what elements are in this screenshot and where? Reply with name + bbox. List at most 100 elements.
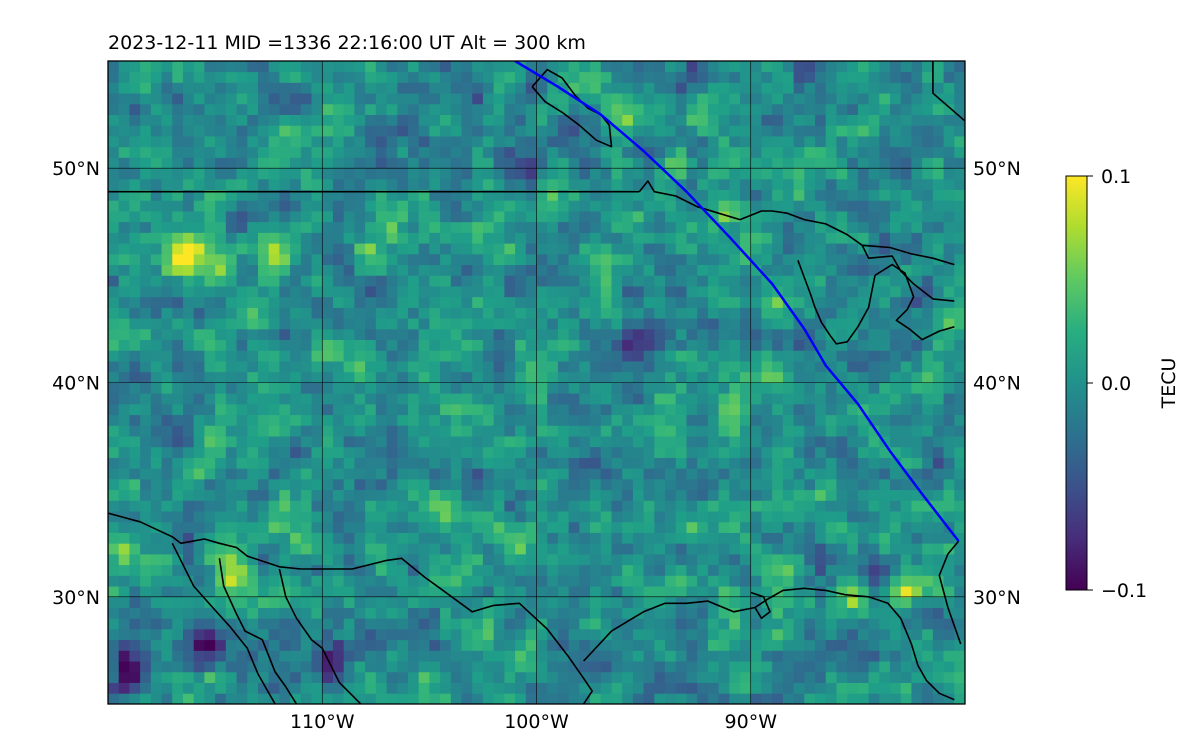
heatmap-cell: [386, 82, 398, 94]
heatmap-cell: [568, 103, 580, 115]
heatmap-cell: [418, 221, 430, 233]
heatmap-cell: [343, 468, 355, 480]
heatmap-cell: [954, 682, 965, 694]
heatmap-cell: [236, 521, 248, 533]
heatmap-cell: [450, 671, 462, 683]
heatmap-cell: [611, 403, 623, 416]
heatmap-cell: [718, 178, 730, 190]
heatmap-cell: [600, 671, 612, 683]
heatmap-cell: [418, 232, 430, 244]
heatmap-cell: [129, 393, 141, 405]
heatmap-cell: [825, 103, 837, 115]
heatmap-cell: [600, 403, 612, 416]
heatmap-cell: [472, 393, 484, 405]
heatmap-cell: [815, 114, 827, 126]
heatmap-cell: [922, 618, 934, 630]
heatmap-cell: [943, 682, 955, 694]
heatmap-cell: [397, 168, 409, 180]
heatmap-cell: [868, 168, 880, 180]
heatmap-cell: [911, 264, 923, 276]
y-tick-label-left: 30°N: [52, 587, 100, 609]
heatmap-cell: [900, 275, 912, 287]
heatmap-cell: [911, 82, 923, 94]
heatmap-cell: [579, 382, 591, 394]
heatmap-cell: [279, 286, 291, 298]
heatmap-cell: [932, 436, 944, 448]
heatmap-cell: [568, 350, 580, 362]
heatmap-cell: [836, 296, 848, 308]
heatmap-cell: [793, 489, 805, 501]
heatmap-cell: [386, 243, 398, 255]
heatmap-cell: [193, 382, 205, 394]
heatmap-cell: [300, 168, 312, 180]
heatmap-cell: [268, 146, 280, 158]
heatmap-cell: [515, 661, 527, 673]
heatmap-cell: [911, 425, 923, 437]
heatmap-cell: [707, 296, 720, 308]
heatmap-cell: [440, 339, 452, 351]
heatmap-cell: [472, 253, 484, 266]
heatmap-cell: [911, 671, 923, 683]
heatmap-cell: [247, 671, 259, 683]
heatmap-cell: [182, 221, 195, 233]
heatmap-cell: [140, 511, 152, 523]
satellite-track: [514, 61, 960, 542]
heatmap-cell: [108, 586, 120, 598]
heatmap-cell: [632, 350, 645, 362]
heatmap-cell: [793, 200, 805, 212]
heatmap-cell: [922, 146, 934, 158]
heatmap-cell: [557, 511, 570, 523]
heatmap-cell: [707, 671, 720, 683]
heatmap-cell: [793, 532, 805, 544]
heatmap-cell: [332, 307, 345, 319]
heatmap-cell: [547, 618, 559, 630]
heatmap-cell: [257, 200, 270, 212]
heatmap-cell: [665, 71, 677, 83]
heatmap-cell: [236, 564, 248, 576]
heatmap-cell: [825, 500, 837, 512]
heatmap-cell: [643, 361, 655, 373]
heatmap-cell: [557, 275, 570, 287]
heatmap-cell: [257, 103, 270, 115]
heatmap-cell: [311, 371, 323, 383]
heatmap-cell: [825, 211, 837, 223]
heatmap-cell: [108, 500, 120, 512]
heatmap-cell: [836, 564, 848, 576]
heatmap-cell: [440, 553, 452, 566]
heatmap-cell: [665, 82, 677, 94]
heatmap-cell: [365, 82, 377, 94]
heatmap-cell: [697, 650, 709, 662]
heatmap-cell: [772, 157, 784, 169]
heatmap-cell: [600, 264, 612, 276]
heatmap-cell: [290, 275, 302, 287]
heatmap-cell: [890, 318, 902, 330]
heatmap-cell: [150, 596, 162, 608]
heatmap-cell: [279, 125, 291, 137]
heatmap-cell: [322, 543, 334, 555]
heatmap-cell: [697, 489, 709, 501]
heatmap-cell: [257, 532, 270, 544]
heatmap-cell: [847, 639, 859, 651]
heatmap-cell: [290, 221, 302, 233]
heatmap-cell: [450, 511, 462, 523]
heatmap-cell: [579, 61, 591, 73]
heatmap-cell: [236, 307, 248, 319]
heatmap-cell: [215, 318, 227, 330]
heatmap-cell: [761, 425, 773, 437]
heatmap-cell: [772, 243, 784, 255]
heatmap-cell: [697, 436, 709, 448]
heatmap-cell: [161, 71, 173, 83]
heatmap-cell: [354, 436, 366, 448]
heatmap-cell: [525, 639, 537, 651]
heatmap-cell: [761, 586, 773, 598]
heatmap-cell: [108, 189, 120, 201]
heatmap-cell: [268, 382, 280, 394]
heatmap-cell: [354, 596, 366, 608]
heatmap-cell: [322, 168, 334, 180]
heatmap-cell: [407, 93, 420, 105]
heatmap-cell: [847, 350, 859, 362]
heatmap-cell: [322, 232, 334, 244]
heatmap-cell: [804, 478, 816, 491]
heatmap-cell: [782, 511, 794, 523]
heatmap-cell: [665, 339, 677, 351]
